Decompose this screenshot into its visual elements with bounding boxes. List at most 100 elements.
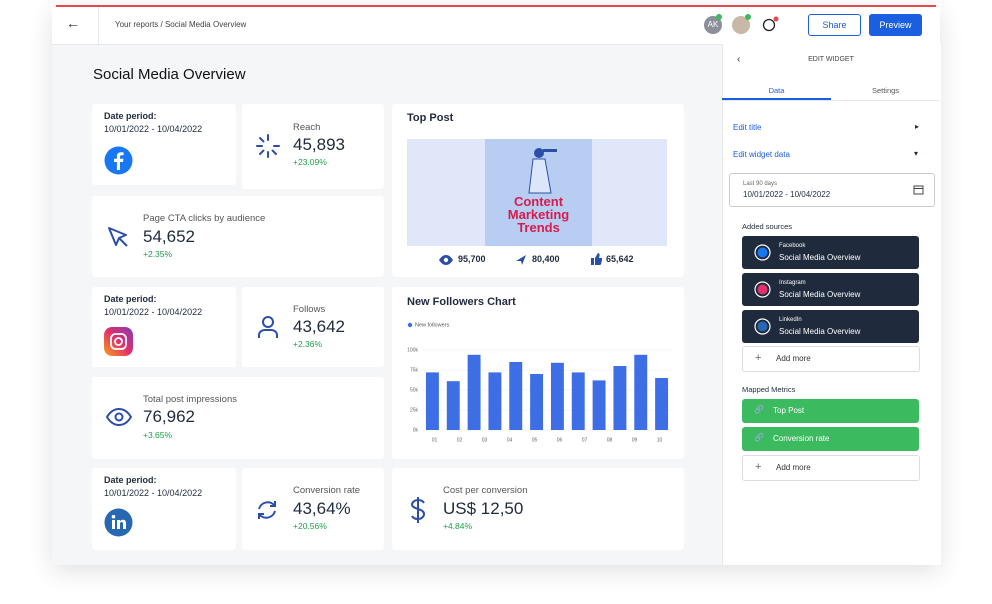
metric-change: +4.84%: [443, 521, 473, 531]
source-network: Instagram: [779, 280, 806, 286]
status-dot: [745, 14, 751, 20]
mapped-metric-label: Conversion rate: [773, 434, 830, 443]
source-icon: [754, 318, 771, 335]
metric-card[interactable]: Conversion rate 43,64% +20.56%: [242, 468, 384, 550]
x-tick-label: 06: [557, 437, 563, 443]
date-picker-label: Last 90 days: [743, 181, 778, 187]
collapse-arrow[interactable]: ▾: [914, 149, 919, 158]
legend-swatch: [407, 322, 413, 328]
source-icon: [754, 281, 771, 298]
bar: [467, 354, 481, 430]
metric-value: 43,64%: [293, 499, 351, 518]
date-label: Date period:: [104, 475, 157, 485]
date-card[interactable]: Date period: 10/01/2022 - 10/04/2022: [92, 104, 236, 185]
breadcrumb[interactable]: Your reports / Social Media Overview: [115, 20, 247, 29]
top-accent: [56, 5, 936, 7]
metric-label: Follows: [293, 304, 326, 315]
date-range: 10/01/2022 - 10/04/2022: [104, 488, 203, 498]
bar: [509, 362, 523, 430]
source-network: Facebook: [779, 243, 806, 249]
mapped-metric[interactable]: 🔗 Conversion rate: [742, 427, 919, 451]
metric-value: 45,893: [293, 135, 345, 154]
post-text: Content Marketing Trends: [485, 195, 592, 234]
date-label: Date period:: [104, 111, 157, 121]
add-more-label: Add more: [776, 463, 811, 472]
cursor-icon: [108, 227, 128, 247]
add-source[interactable]: + Add more: [742, 346, 920, 372]
preview-button[interactable]: Preview: [869, 14, 922, 36]
reach-icon: [256, 134, 280, 158]
status-dot: [716, 14, 722, 20]
date-label: Date period:: [104, 294, 157, 304]
x-tick-label: 03: [482, 437, 488, 443]
like-icon: [591, 253, 602, 265]
metric-card[interactable]: Reach 45,893 +23.09%: [242, 104, 384, 189]
metric-card[interactable]: Follows 43,642 +2.36%: [242, 287, 384, 367]
divider: [98, 7, 99, 44]
add-metric[interactable]: + Add more: [742, 455, 920, 481]
metric-value: US$ 12,50: [443, 499, 524, 518]
metric-change: +20.56%: [293, 521, 327, 531]
y-tick-label: 100k: [407, 347, 418, 353]
metric-label: Conversion rate: [293, 485, 361, 496]
post-stat: 65,642: [606, 254, 634, 264]
mapped-metric[interactable]: 🔗 Top Post: [742, 399, 919, 423]
metric-value: 54,652: [143, 227, 195, 246]
x-tick-label: 07: [582, 437, 588, 443]
instagram-icon: [104, 327, 133, 356]
date-picker-value: 10/01/2022 - 10/04/2022: [743, 190, 831, 199]
tab[interactable]: Settings: [871, 86, 900, 95]
source-item[interactable]: LinkedIn Social Media Overview: [742, 310, 919, 343]
tab[interactable]: Data: [768, 86, 785, 95]
panel-back[interactable]: ‹: [737, 54, 741, 65]
edit-title[interactable]: Edit title: [733, 123, 762, 132]
x-tick-label: 01: [432, 437, 438, 443]
date-picker[interactable]: Last 90 days 10/01/2022 - 10/04/2022: [729, 173, 935, 207]
x-tick-label: 05: [532, 437, 538, 443]
source-item[interactable]: Instagram Social Media Overview: [742, 273, 919, 306]
post-stat: 95,700: [458, 254, 486, 264]
edit-data[interactable]: Edit widget data: [733, 150, 790, 159]
post-text-line: Content: [513, 194, 564, 209]
expand-arrow[interactable]: ▸: [915, 122, 920, 131]
y-tick-label: 25k: [410, 407, 419, 413]
metric-card[interactable]: Page CTA clicks by audience 54,652 +2.35…: [92, 196, 384, 277]
x-tick-label: 04: [507, 437, 513, 443]
date-card[interactable]: Date period: 10/01/2022 - 10/04/2022: [92, 468, 236, 550]
x-tick-label: 02: [457, 437, 463, 443]
section-heading: Mapped Metrics: [742, 385, 796, 394]
bar: [613, 366, 627, 430]
metric-card[interactable]: Cost per conversion US$ 12,50 +4.84%: [392, 468, 684, 550]
comments-icon[interactable]: [761, 16, 781, 34]
share-button[interactable]: Share: [808, 14, 861, 36]
tab-underline: [722, 98, 831, 100]
top-bar: [52, 7, 940, 45]
source-item[interactable]: Facebook Social Media Overview: [742, 236, 919, 269]
source-name: Social Media Overview: [779, 327, 861, 336]
date-card[interactable]: Date period: 10/01/2022 - 10/04/2022: [92, 287, 236, 367]
bar-chart: New followers 0k 25k 50k 75k 100k 01 02 03 04 05 0…: [407, 322, 672, 443]
panel-title: EDIT WIDGET: [808, 56, 854, 63]
back-button[interactable]: ←: [66, 15, 80, 31]
metric-change: +2.36%: [293, 339, 323, 349]
source-name: Social Media Overview: [779, 290, 861, 299]
chart-card[interactable]: New Followers Chart New followers 0k 25k 5…: [392, 287, 684, 459]
top-post-card[interactable]: Top Post Content Marketing Trends 95,700 8…: [392, 104, 684, 277]
card-title: Top Post: [407, 112, 454, 124]
post-text-line: Trends: [517, 220, 560, 235]
bar: [425, 372, 439, 430]
mapped-metric-label: Top Post: [773, 406, 805, 415]
avatar[interactable]: AK: [704, 16, 722, 34]
metric-card[interactable]: Total post impressions 76,962 +3.65%: [92, 377, 384, 459]
bar: [592, 380, 606, 430]
avatar-photo[interactable]: [732, 16, 750, 34]
dashboard-title: Social Media Overview: [93, 66, 246, 83]
divider: [722, 100, 940, 101]
source-network: LinkedIn: [779, 317, 802, 323]
post-text-line: Marketing: [507, 207, 570, 222]
metric-label: Cost per conversion: [443, 485, 528, 496]
views-icon: [439, 255, 453, 265]
card-title: New Followers Chart: [407, 296, 516, 308]
user-icon: [258, 316, 278, 338]
